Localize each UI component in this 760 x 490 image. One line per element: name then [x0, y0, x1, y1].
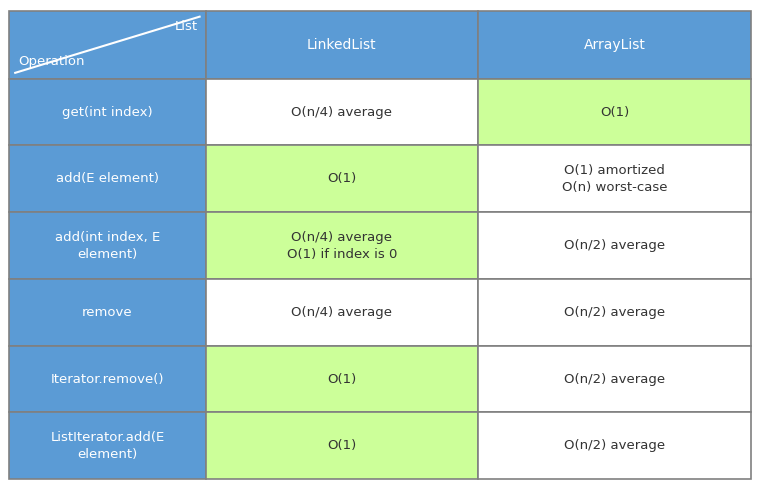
Bar [9, 212, 206, 279]
Bar [9, 146, 206, 212]
Bar [478, 146, 751, 212]
Bar [206, 413, 478, 479]
Text: LinkedList: LinkedList [307, 38, 377, 52]
Bar [478, 279, 751, 346]
Text: O(1): O(1) [600, 105, 629, 119]
Bar [206, 346, 478, 413]
Bar [206, 212, 478, 279]
Text: O(n/2) average: O(n/2) average [564, 306, 665, 319]
Text: get(int index): get(int index) [62, 105, 153, 119]
Bar [206, 11, 478, 79]
Text: O(1): O(1) [327, 440, 356, 452]
Bar [478, 346, 751, 413]
Bar [9, 11, 206, 79]
Bar [9, 279, 206, 346]
Text: ArrayList: ArrayList [584, 38, 645, 52]
Text: List: List [175, 20, 198, 33]
Bar [206, 146, 478, 212]
Text: ListIterator.add(E
element): ListIterator.add(E element) [50, 431, 164, 461]
Text: O(1): O(1) [327, 372, 356, 386]
Text: O(n/2) average: O(n/2) average [564, 372, 665, 386]
Bar [9, 346, 206, 413]
Bar [478, 79, 751, 146]
Text: Iterator.remove(): Iterator.remove() [51, 372, 164, 386]
Text: add(int index, E
element): add(int index, E element) [55, 231, 160, 261]
Bar [206, 79, 478, 146]
Bar [478, 212, 751, 279]
Bar [9, 79, 206, 146]
Text: remove: remove [82, 306, 133, 319]
Text: O(1) amortized
O(n) worst-case: O(1) amortized O(n) worst-case [562, 164, 667, 194]
Text: Operation: Operation [18, 55, 85, 68]
Text: O(n/4) average
O(1) if index is 0: O(n/4) average O(1) if index is 0 [287, 231, 397, 261]
Text: O(1): O(1) [327, 172, 356, 185]
Text: add(E element): add(E element) [56, 172, 159, 185]
Bar [9, 413, 206, 479]
Text: O(n/4) average: O(n/4) average [291, 105, 392, 119]
Text: O(n/2) average: O(n/2) average [564, 440, 665, 452]
Bar [478, 413, 751, 479]
Text: O(n/4) average: O(n/4) average [291, 306, 392, 319]
Text: O(n/2) average: O(n/2) average [564, 239, 665, 252]
Bar [478, 11, 751, 79]
Bar [206, 279, 478, 346]
